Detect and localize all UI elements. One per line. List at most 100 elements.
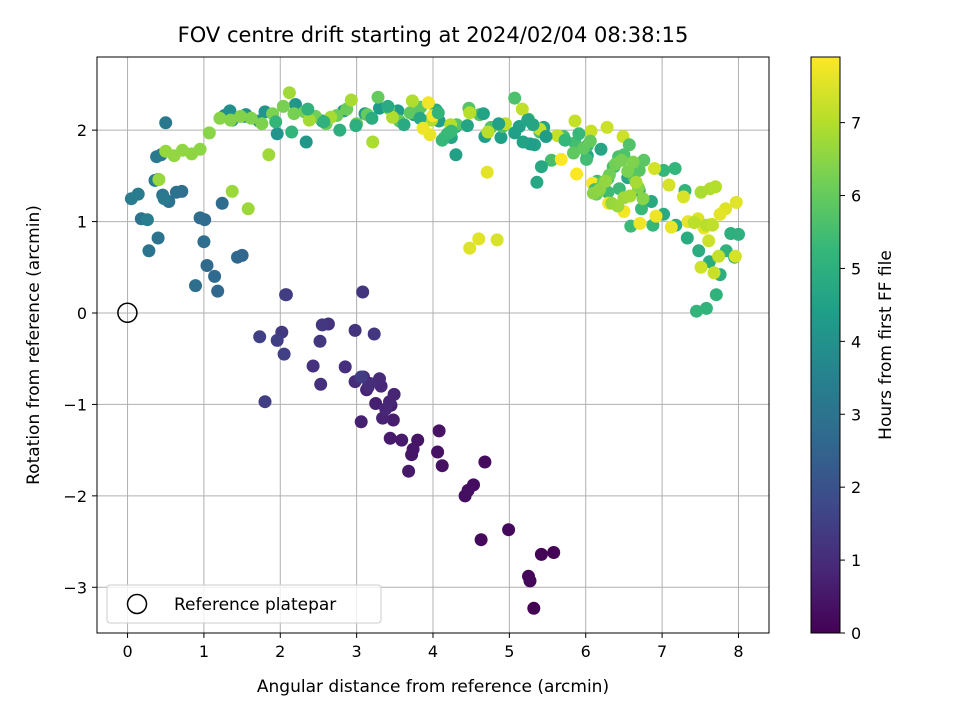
data-point — [508, 126, 522, 140]
data-point — [690, 304, 703, 318]
data-point — [599, 174, 613, 188]
x-tick-label: 2 — [275, 642, 285, 661]
data-point — [306, 359, 320, 373]
data-point — [463, 241, 477, 255]
y-tick-label: −1 — [63, 395, 87, 414]
data-point — [728, 249, 742, 263]
data-point — [314, 377, 328, 391]
data-point — [215, 196, 229, 210]
data-point — [706, 218, 719, 232]
data-point — [270, 333, 284, 347]
data-point — [189, 279, 202, 293]
colorbar-ticks: 0 1 2 3 4 5 6 7 — [840, 114, 861, 643]
data-point — [299, 135, 313, 149]
data-point — [369, 397, 383, 410]
x-tick-label: 6 — [581, 642, 591, 661]
data-point — [687, 216, 701, 229]
data-point — [276, 99, 290, 113]
data-point — [527, 601, 541, 615]
data-point — [544, 153, 558, 167]
data-point — [373, 372, 386, 386]
data-point — [615, 153, 629, 167]
data-point — [702, 234, 716, 248]
data-point — [287, 107, 301, 121]
x-tick-label: 5 — [504, 642, 514, 661]
x-tick-label: 1 — [199, 642, 209, 661]
data-point — [636, 192, 650, 206]
data-point — [169, 185, 183, 199]
data-point — [707, 266, 721, 280]
data-point — [193, 211, 207, 225]
data-point — [366, 135, 380, 149]
data-point — [386, 413, 400, 427]
data-point — [435, 459, 449, 473]
data-point — [572, 127, 586, 141]
data-point — [277, 347, 291, 361]
x-tick-label: 3 — [352, 642, 362, 661]
data-point — [157, 192, 171, 206]
data-point — [458, 489, 472, 503]
data-point — [623, 189, 637, 203]
data-point — [490, 233, 504, 247]
data-point — [600, 120, 614, 134]
data-point — [234, 109, 248, 123]
legend: Reference platepar — [106, 584, 382, 624]
data-point — [224, 113, 238, 127]
data-point — [301, 102, 315, 116]
data-point — [231, 250, 244, 264]
data-points — [124, 86, 745, 615]
colorbar-tick-label: 0 — [851, 624, 861, 643]
y-tick-label: 2 — [77, 121, 87, 140]
data-point — [502, 523, 516, 537]
x-axis-ticks: 0 1 2 3 4 5 6 7 8 — [122, 633, 744, 661]
data-point — [270, 127, 284, 141]
data-point — [244, 111, 258, 125]
data-point — [202, 126, 216, 140]
colorbar-tick-label: 7 — [851, 114, 861, 133]
data-point — [241, 202, 255, 216]
data-point — [709, 180, 722, 194]
data-point — [732, 227, 745, 241]
data-point — [444, 124, 458, 138]
colorbar-tick-label: 6 — [851, 187, 861, 206]
data-point — [649, 209, 663, 223]
data-point — [421, 96, 435, 110]
data-point — [365, 111, 379, 125]
data-point — [626, 155, 640, 169]
data-point — [258, 395, 272, 409]
x-axis-label: Angular distance from reference (arcmin) — [257, 677, 609, 697]
chart-title: FOV centre drift starting at 2024/02/04 … — [178, 23, 689, 47]
data-point — [200, 259, 214, 272]
data-point — [668, 162, 682, 175]
data-point — [635, 202, 648, 216]
data-point — [534, 547, 548, 561]
data-point — [480, 165, 494, 179]
data-point — [406, 442, 420, 456]
y-axis-ticks: −3 −2 −1 0 1 2 — [63, 121, 97, 597]
y-tick-label: 0 — [77, 304, 87, 323]
data-point — [516, 135, 530, 149]
colorbar-tick-label: 4 — [851, 332, 861, 351]
y-tick-label: −2 — [63, 487, 87, 506]
y-tick-label: −3 — [63, 578, 87, 597]
data-point — [534, 160, 548, 174]
x-tick-label: 7 — [657, 642, 667, 661]
x-tick-label: 0 — [122, 642, 132, 661]
data-point — [379, 402, 393, 416]
data-point — [584, 124, 598, 138]
data-point — [313, 334, 327, 348]
data-point — [664, 220, 678, 234]
data-point — [508, 91, 522, 105]
data-point — [253, 330, 267, 344]
legend-box — [106, 584, 382, 624]
data-point — [395, 433, 409, 447]
y-tick-label: 1 — [77, 213, 87, 232]
data-point — [478, 455, 492, 469]
data-point — [633, 216, 647, 230]
data-point — [662, 178, 676, 192]
data-point — [694, 260, 708, 274]
data-point — [269, 115, 283, 129]
data-point — [570, 167, 584, 181]
data-point — [558, 133, 572, 147]
data-point — [431, 445, 445, 459]
